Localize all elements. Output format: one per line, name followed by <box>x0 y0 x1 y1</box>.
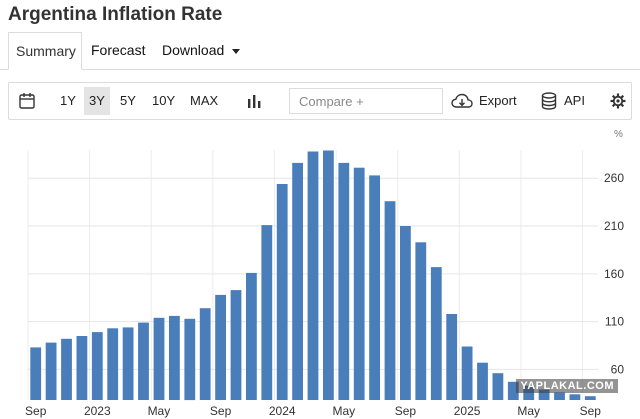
chevron-down-icon <box>232 48 241 54</box>
bar-2023-02[interactable] <box>107 328 119 400</box>
bar-2025-03[interactable] <box>492 373 504 400</box>
watermark: YAPLAKAL.COM <box>516 379 618 393</box>
inflation-bar-chart: 60 110 160 210 260 Sep 2023 May Sep 2024 May Sep 20… <box>25 129 625 418</box>
gear-icon[interactable] <box>610 93 626 109</box>
y-tick-label: 110 <box>605 315 624 329</box>
bar-chart-icon[interactable] <box>246 93 262 109</box>
tab-download[interactable]: Download <box>162 32 241 70</box>
tab-summary[interactable]: Summary <box>8 32 82 70</box>
bar-2023-08[interactable] <box>199 308 211 400</box>
bar-2024-07[interactable] <box>369 175 380 400</box>
bar-2025-02[interactable] <box>477 362 488 400</box>
bar-2024-01[interactable] <box>276 184 288 400</box>
tab-forecast[interactable]: Forecast <box>91 42 146 58</box>
bar-2025-09[interactable] <box>584 396 596 400</box>
bar-2023-03[interactable] <box>122 327 134 400</box>
bar-2023-05[interactable] <box>153 317 165 400</box>
cloud-download-icon <box>451 93 473 109</box>
x-tick-label: Sep <box>580 404 602 418</box>
y-tick-label: 60 <box>611 362 625 376</box>
page-title: Argentina Inflation Rate <box>8 4 223 25</box>
bar-2024-05[interactable] <box>338 162 350 400</box>
range-5y-button[interactable]: 5Y <box>120 93 136 108</box>
y-tick-label: 210 <box>604 219 624 233</box>
bar-2025-06[interactable] <box>538 389 550 401</box>
bar-2022-12[interactable] <box>76 336 88 400</box>
bar-2025-01[interactable] <box>461 346 473 401</box>
range-10y-button[interactable]: 10Y <box>152 93 176 108</box>
y-unit-label: % <box>614 129 623 140</box>
x-tick-label: Sep <box>395 404 417 418</box>
bar-2023-06[interactable] <box>169 315 180 400</box>
bar-2022-09[interactable] <box>30 347 42 400</box>
x-tick-label: May <box>148 404 171 418</box>
export-label: Export <box>479 93 517 108</box>
tab-download-label: Download <box>162 42 225 58</box>
range-1y-button[interactable]: 1Y <box>60 93 76 108</box>
tab-bar: Summary Forecast Download <box>0 32 640 70</box>
bar-2023-07[interactable] <box>184 318 196 401</box>
compare-input[interactable] <box>289 88 443 114</box>
range-max-button[interactable]: MAX <box>190 93 219 108</box>
bar-2023-11[interactable] <box>246 272 257 400</box>
bar-2024-08[interactable] <box>384 201 396 400</box>
bar-2022-10[interactable] <box>45 342 57 400</box>
bar-2023-12[interactable] <box>261 225 273 400</box>
bar-2024-10[interactable] <box>415 242 427 400</box>
bar-2024-11[interactable] <box>430 267 442 400</box>
bar-2023-10[interactable] <box>230 290 242 400</box>
y-tick-label: 260 <box>604 171 624 185</box>
calendar-icon[interactable] <box>18 92 36 110</box>
bar-2025-04[interactable] <box>507 381 519 400</box>
x-tick-label: 2023 <box>84 404 111 418</box>
x-tick-label: Sep <box>210 404 232 418</box>
bar-2023-09[interactable] <box>215 294 226 400</box>
bar-2024-03[interactable] <box>307 151 319 401</box>
x-tick-label: May <box>517 404 540 418</box>
database-icon <box>541 92 557 110</box>
x-tick-label: May <box>332 404 355 418</box>
chart-area: 60 110 160 210 260 Sep 2023 May Sep 2024 May Sep 20… <box>8 120 632 419</box>
bar-2024-06[interactable] <box>353 167 365 400</box>
bar-2022-11[interactable] <box>61 338 72 400</box>
bar-2025-07[interactable] <box>554 392 565 400</box>
bar-2024-04[interactable] <box>323 150 334 401</box>
y-tick-label: 160 <box>604 267 624 281</box>
x-tick-label: 2024 <box>269 404 296 418</box>
bar-2025-08[interactable] <box>569 394 581 400</box>
bar-2023-01[interactable] <box>91 332 103 400</box>
x-tick-label: 2025 <box>454 404 481 418</box>
range-3y-button[interactable]: 3Y <box>84 87 110 115</box>
bar-2024-02[interactable] <box>292 162 303 400</box>
chart-toolbar: 1Y 3Y 5Y 10Y MAX Export API <box>8 82 632 120</box>
bar-2024-09[interactable] <box>400 226 411 400</box>
bar-2024-12[interactable] <box>446 314 458 400</box>
x-tick-label: Sep <box>25 404 47 418</box>
api-label: API <box>564 93 585 108</box>
bar-2023-04[interactable] <box>138 322 149 400</box>
